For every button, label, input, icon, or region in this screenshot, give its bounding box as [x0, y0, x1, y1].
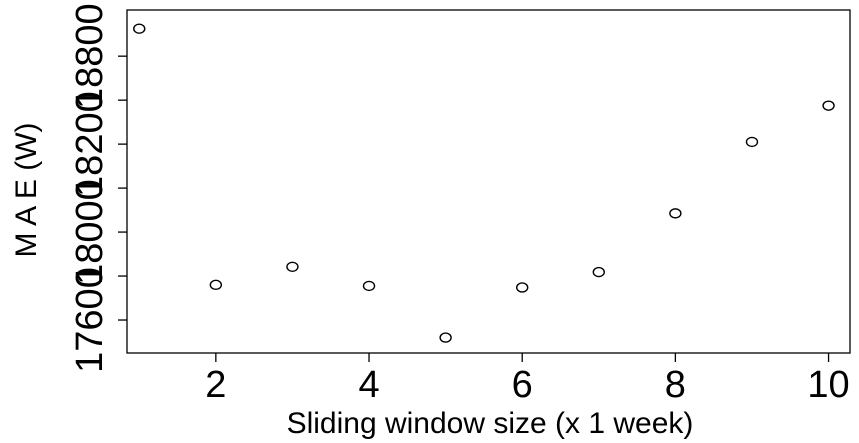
y-tick-label: 17600: [69, 267, 111, 373]
x-tick-label: 4: [358, 364, 379, 406]
data-point: [133, 23, 146, 34]
x-tick-label: 2: [205, 364, 226, 406]
data-point: [515, 282, 529, 293]
y-tick-label: 18200: [69, 91, 111, 197]
data-points: [133, 23, 835, 343]
plot-border: [126, 9, 851, 354]
data-point: [209, 279, 223, 291]
data-point: [592, 266, 605, 278]
data-point: [286, 261, 299, 273]
y-tick-label: 18000: [69, 179, 111, 285]
y-tick-label: 18800: [69, 3, 111, 109]
data-point: [822, 100, 835, 111]
x-axis: 2 4 6 8 10: [205, 353, 850, 406]
data-point: [362, 280, 376, 292]
x-axis-title: Sliding window size (x 1 week): [287, 407, 694, 440]
plot-frame: [126, 9, 851, 354]
x-tick-label: 6: [512, 364, 533, 406]
y-axis-title: M A E (W): [10, 123, 43, 258]
data-point: [669, 208, 682, 219]
x-tick-label: 8: [665, 364, 686, 406]
data-point: [745, 136, 759, 148]
x-tick-label: 10: [807, 364, 849, 406]
data-point: [439, 332, 452, 343]
